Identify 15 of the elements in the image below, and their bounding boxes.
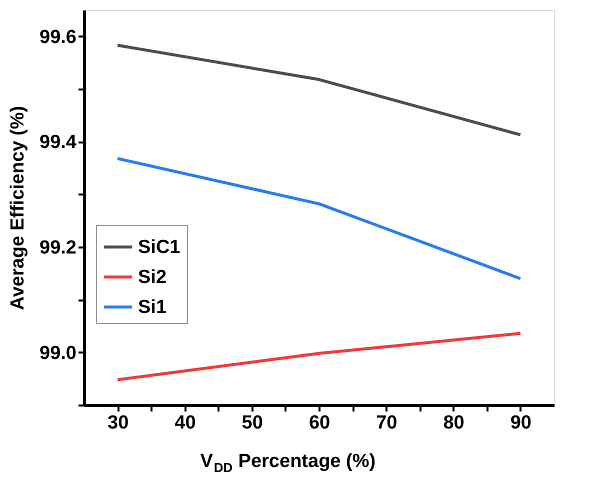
- y-axis-title: Average Efficiency (%): [8, 106, 29, 310]
- x-tick-label: 50: [242, 412, 263, 434]
- legend-label: Si1: [138, 297, 167, 318]
- x-tick-label: 90: [510, 412, 532, 434]
- legend-label: Si2: [138, 267, 167, 288]
- y-tick-label: 99.0: [40, 342, 76, 364]
- legend-label: SiC1: [138, 237, 181, 258]
- x-tick-label: 60: [308, 412, 330, 434]
- x-tick-label: 40: [174, 412, 196, 434]
- x-tick-label: 80: [443, 412, 464, 434]
- y-tick-label: 99.2: [40, 238, 76, 258]
- x-tick-label: 70: [376, 412, 398, 434]
- y-tick-label: 99.6: [40, 26, 76, 48]
- x-tick-label: 30: [108, 412, 129, 434]
- y-tick-label: 99.4: [40, 132, 77, 154]
